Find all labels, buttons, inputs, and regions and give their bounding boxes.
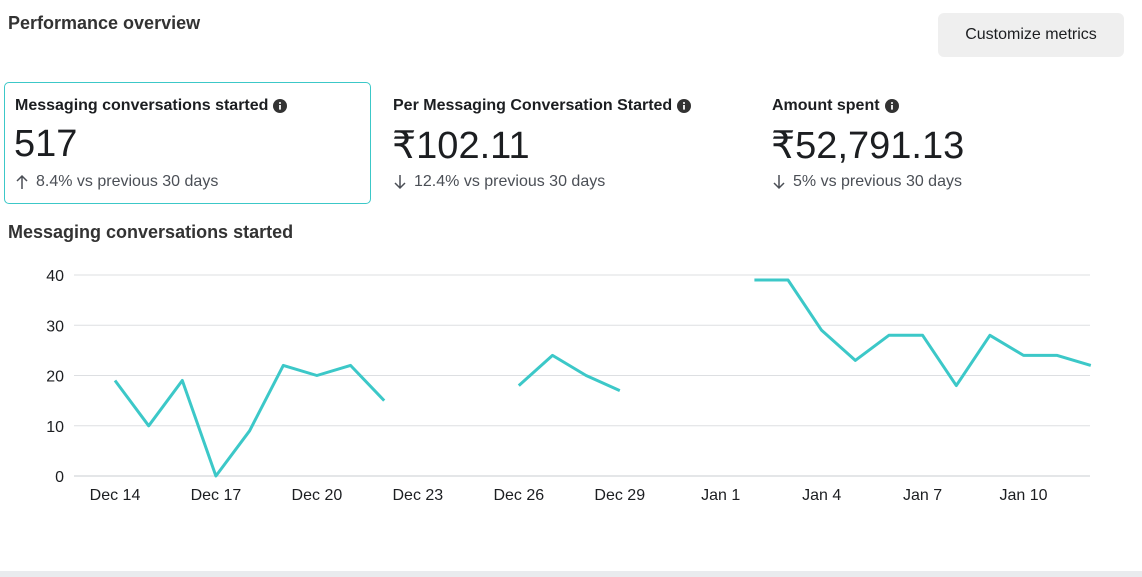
metric-label-text: Per Messaging Conversation Started bbox=[393, 97, 673, 114]
metric-label-text: Messaging conversations started bbox=[15, 97, 269, 114]
y-tick-label: 20 bbox=[46, 369, 64, 386]
metric-value: 517 bbox=[14, 123, 78, 165]
x-tick-label: Jan 7 bbox=[903, 487, 942, 504]
y-tick-label: 40 bbox=[46, 268, 64, 285]
metric-card-amount-spent[interactable]: Amount spent ₹52,791.13 5% vs previous 3… bbox=[761, 82, 1131, 204]
y-tick-label: 0 bbox=[55, 469, 64, 486]
metric-change: 12.4% vs previous 30 days bbox=[393, 173, 605, 191]
arrow-up-icon bbox=[15, 174, 29, 190]
series-line-segment[interactable] bbox=[113, 363, 386, 478]
arrow-down-icon bbox=[393, 174, 407, 190]
x-tick-label: Jan 10 bbox=[1000, 487, 1048, 504]
bottom-divider bbox=[0, 571, 1142, 577]
metric-change-text: 8.4% vs previous 30 days bbox=[36, 173, 219, 190]
metric-label: Amount spent bbox=[772, 97, 899, 115]
line-chart: 0 10 20 30 40 Dec 14 Dec 17 Dec 20 Dec 23 Dec 26 D… bbox=[46, 268, 1092, 504]
arrow-down-icon bbox=[772, 174, 786, 190]
x-tick-label: Dec 23 bbox=[392, 487, 443, 504]
chart-title: Messaging conversations started bbox=[8, 222, 294, 242]
series-line-segment[interactable] bbox=[754, 278, 1092, 388]
metric-card-cost-per-conversation[interactable]: Per Messaging Conversation Started ₹102.… bbox=[382, 82, 752, 204]
customize-metrics-button[interactable]: Customize metrics bbox=[938, 13, 1124, 57]
metric-change: 5% vs previous 30 days bbox=[772, 173, 962, 191]
x-tick-label: Jan 4 bbox=[802, 487, 841, 504]
metric-value: ₹102.11 bbox=[392, 125, 530, 167]
x-tick-label: Dec 29 bbox=[594, 487, 645, 504]
metric-card-conversations[interactable]: Messaging conversations started 517 8.4%… bbox=[4, 82, 371, 204]
metric-value: ₹52,791.13 bbox=[771, 125, 965, 167]
x-tick-label: Dec 26 bbox=[493, 487, 544, 504]
y-tick-label: 10 bbox=[46, 419, 64, 436]
x-tick-label: Dec 14 bbox=[90, 487, 141, 504]
info-icon[interactable] bbox=[884, 99, 899, 113]
info-icon[interactable] bbox=[677, 99, 692, 113]
metric-change: 8.4% vs previous 30 days bbox=[15, 173, 218, 191]
metric-label-text: Amount spent bbox=[772, 97, 880, 114]
metric-label: Messaging conversations started bbox=[15, 97, 288, 115]
x-tick-label: Dec 20 bbox=[292, 487, 343, 504]
metric-change-text: 5% vs previous 30 days bbox=[793, 173, 962, 190]
info-icon[interactable] bbox=[273, 99, 288, 113]
metric-label: Per Messaging Conversation Started bbox=[393, 97, 692, 115]
x-tick-label: Dec 17 bbox=[191, 487, 242, 504]
metric-change-text: 12.4% vs previous 30 days bbox=[414, 173, 606, 190]
series-line-segment[interactable] bbox=[517, 353, 621, 392]
page-title: Performance overview bbox=[8, 13, 201, 33]
x-tick-label: Jan 1 bbox=[701, 487, 740, 504]
y-tick-label: 30 bbox=[46, 318, 64, 335]
